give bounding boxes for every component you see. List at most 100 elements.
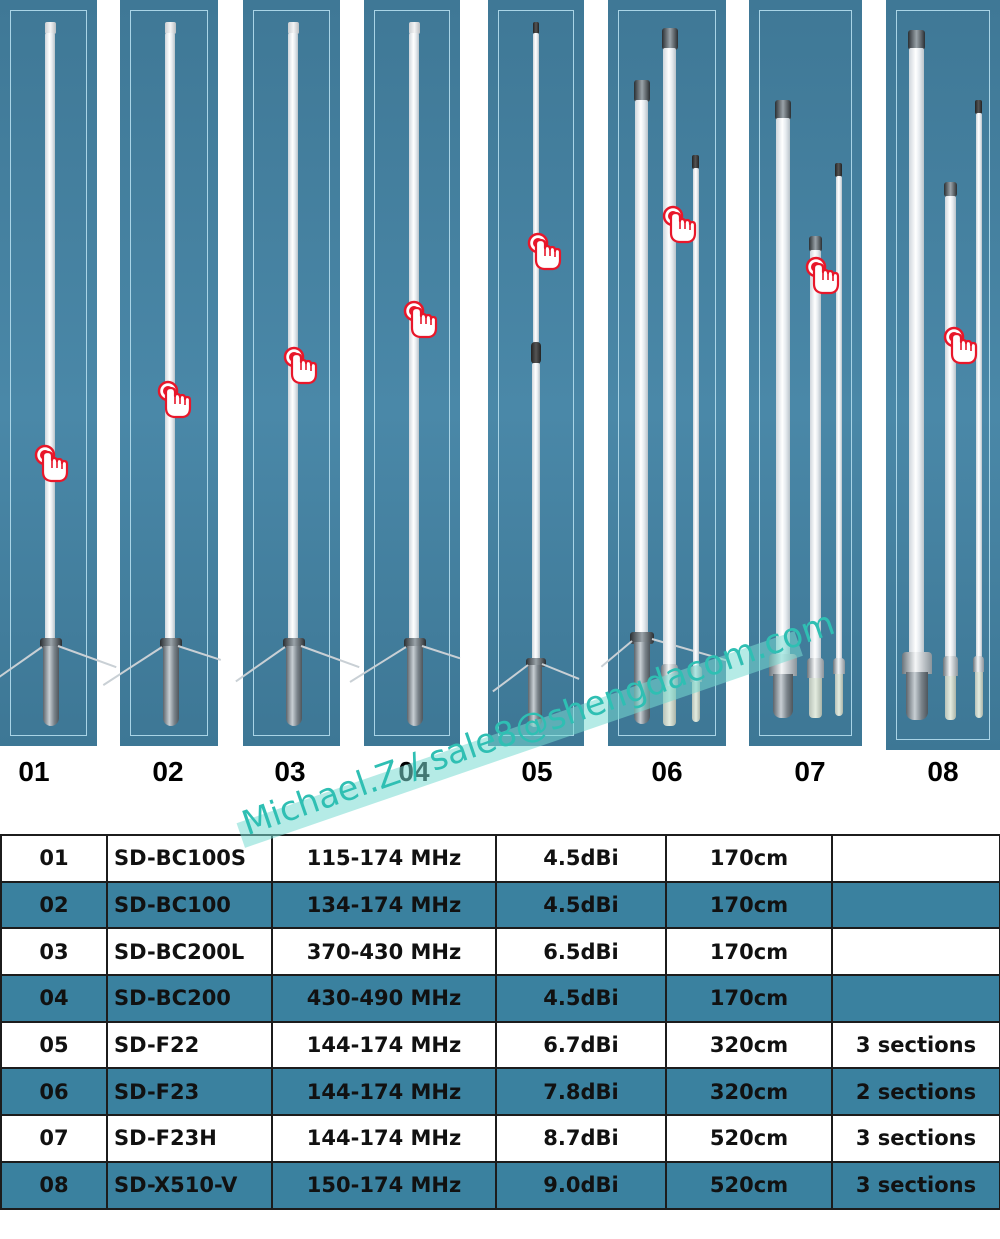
antenna-tip-cap [165,22,176,34]
antenna-rod [693,168,699,668]
spec-table: 01 SD-BC100S 115-174 MHz 4.5dBi 170cm 02… [0,834,1000,1210]
cell-frequency: 144-174 MHz [271,1114,497,1163]
panel-label-06: 06 [651,756,683,787]
cell-gain: 4.5dBi [495,974,667,1023]
pointer-hand-icon [661,205,701,245]
panel-frame [10,10,87,736]
mounting-mast [286,646,302,726]
panel-label-08: 08 [927,756,959,787]
panel-frame [896,10,990,740]
cell-frequency: 115-174 MHz [271,834,497,883]
antenna-rod [810,250,821,660]
antenna-rod [532,363,540,663]
mounting-mast [163,646,179,726]
cell-gain: 8.7dBi [495,1114,667,1163]
cell-frequency: 134-174 MHz [271,880,497,930]
antenna-rod [836,176,842,660]
section-ferrule [973,656,984,672]
table-row: 02 SD-BC100 134-174 MHz 4.5dBi 170cm [0,880,1000,930]
cell-sections [831,927,1000,977]
panel-label-05: 05 [521,756,553,787]
pointer-hand-icon [33,444,73,484]
cell-model: SD-F23H [106,1114,273,1163]
cell-gain: 4.5dBi [495,880,667,930]
antenna-tip-cap [533,22,539,34]
cell-model: SD-F22 [106,1020,273,1070]
section-ferrule [807,658,824,678]
cell-model: SD-BC200L [106,927,273,977]
antenna-rod [976,113,982,658]
section-sleeve [809,678,822,718]
cell-no: 08 [0,1160,108,1210]
cell-sections: 3 sections [831,1160,1000,1210]
antenna-connector [634,80,650,102]
cell-no: 06 [0,1067,108,1117]
pointer-hand-icon [402,300,442,340]
table-row: 01 SD-BC100S 115-174 MHz 4.5dBi 170cm [0,834,1000,883]
antenna-rod [288,33,298,643]
cell-length: 320cm [665,1067,833,1117]
cell-model: SD-BC200 [106,974,273,1023]
antenna-rod [635,100,648,640]
cell-length: 520cm [665,1114,833,1163]
antenna-panel-07 [749,0,862,746]
table-row: 04 SD-BC200 430-490 MHz 4.5dBi 170cm [0,974,1000,1023]
panel-label-01: 01 [18,756,50,787]
panel-frame [759,10,852,736]
pointer-hand-icon [804,256,844,296]
panel-label-03: 03 [274,756,306,787]
cell-frequency: 370-430 MHz [271,927,497,977]
mounting-mast [906,672,928,720]
cell-no: 03 [0,927,108,977]
cell-no: 01 [0,834,108,883]
panel-frame [253,10,330,736]
cell-model: SD-X510-V [106,1160,273,1210]
cell-model: SD-BC100 [106,880,273,930]
table-row: 05 SD-F22 144-174 MHz 6.7dBi 320cm 3 sec… [0,1020,1000,1070]
antenna-connector [662,28,678,50]
section-ferrule [833,658,845,674]
section-sleeve [945,676,956,720]
antenna-hub [40,638,62,648]
antenna-tip-cap [692,155,699,169]
antenna-rod [945,196,956,658]
cell-no: 02 [0,880,108,930]
mounting-mast [773,674,793,718]
cell-no: 07 [0,1114,108,1163]
cell-length: 320cm [665,1020,833,1070]
cell-gain: 6.7dBi [495,1020,667,1070]
antenna-connector [908,30,925,50]
cell-gain: 6.5dBi [495,927,667,977]
antenna-hub [283,638,305,648]
mount-clamp [902,652,932,674]
mounting-mast [407,646,423,726]
cell-sections [831,974,1000,1023]
table-row: 08 SD-X510-V 150-174 MHz 9.0dBi 520cm 3 … [0,1160,1000,1210]
cell-frequency: 150-174 MHz [271,1160,497,1210]
cell-gain: 7.8dBi [495,1067,667,1117]
cell-sections: 3 sections [831,1020,1000,1070]
antenna-connector [775,100,791,120]
antenna-connector [944,182,957,197]
antenna-connector [809,236,822,252]
cell-sections: 3 sections [831,1114,1000,1163]
table-row: 03 SD-BC200L 370-430 MHz 6.5dBi 170cm [0,927,1000,977]
cell-sections [831,880,1000,930]
antenna-hub [526,658,546,667]
mounting-mast [43,646,59,726]
panel-frame [618,10,716,736]
panel-label-02: 02 [152,756,184,787]
antenna-rod [165,33,175,643]
pointer-hand-icon [526,232,566,272]
cell-frequency: 430-490 MHz [271,974,497,1023]
cell-frequency: 144-174 MHz [271,1020,497,1070]
antenna-rod [663,48,676,666]
pointer-hand-icon [282,346,322,386]
antenna-rod [776,118,790,656]
cell-no: 04 [0,974,108,1023]
section-sleeve [835,674,843,716]
section-sleeve [975,672,983,718]
antenna-panel-05 [488,0,584,746]
antenna-panel-04 [349,0,461,746]
antenna-hub [160,638,182,648]
